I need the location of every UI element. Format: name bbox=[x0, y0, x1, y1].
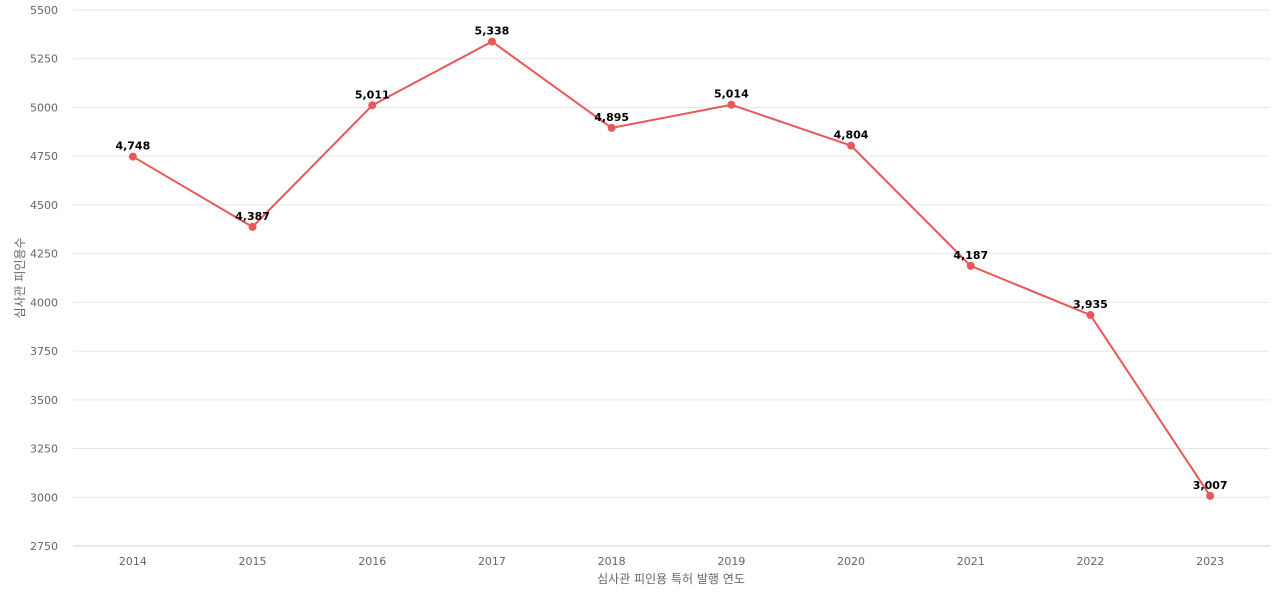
data-point[interactable] bbox=[727, 100, 736, 109]
data-point[interactable] bbox=[128, 152, 137, 161]
x-tick-label: 2016 bbox=[358, 555, 386, 568]
data-point[interactable] bbox=[966, 261, 975, 270]
data-point[interactable] bbox=[248, 222, 257, 231]
data-label: 5,014 bbox=[714, 88, 749, 101]
y-axis-title: 심사관 피인용수 bbox=[13, 237, 27, 318]
x-tick-label: 2023 bbox=[1196, 555, 1224, 568]
y-tick-label: 3500 bbox=[30, 394, 58, 407]
data-point[interactable] bbox=[607, 123, 616, 132]
data-label: 3,935 bbox=[1073, 298, 1108, 311]
x-axis-title: 심사관 피인용 특허 발행 연도 bbox=[597, 571, 745, 586]
y-tick-label: 3250 bbox=[30, 443, 58, 456]
x-tick-label: 2021 bbox=[957, 555, 985, 568]
y-tick-label: 4750 bbox=[30, 150, 58, 163]
series-line bbox=[132, 40, 1211, 497]
data-label: 3,007 bbox=[1193, 479, 1228, 492]
y-tick-label: 4250 bbox=[30, 248, 58, 261]
data-label: 5,338 bbox=[475, 25, 510, 38]
y-axis: 2750 3000 3250 3500 3750 4000 4250 4500 4750 5000… bbox=[30, 4, 58, 553]
data-point[interactable] bbox=[1206, 491, 1215, 500]
x-tick-label: 2015 bbox=[239, 555, 267, 568]
x-tick-label: 2014 bbox=[119, 555, 147, 568]
x-tick-label: 2019 bbox=[717, 555, 745, 568]
x-tick-label: 2018 bbox=[598, 555, 626, 568]
data-label: 4,387 bbox=[235, 210, 270, 223]
data-point[interactable] bbox=[1086, 311, 1095, 320]
x-tick-label: 2020 bbox=[837, 555, 865, 568]
grid bbox=[73, 9, 1270, 547]
x-axis: 2014 2015 2016 2017 2018 2019 2020 2021 2022 2023 bbox=[119, 555, 1224, 568]
data-point[interactable] bbox=[847, 141, 856, 150]
y-tick-label: 5250 bbox=[30, 53, 58, 66]
data-label: 4,895 bbox=[594, 111, 629, 124]
data-label: 4,187 bbox=[953, 249, 988, 262]
y-tick-label: 2750 bbox=[30, 540, 58, 553]
data-point[interactable] bbox=[487, 37, 496, 46]
data-label: 4,748 bbox=[115, 140, 150, 153]
x-tick-label: 2017 bbox=[478, 555, 506, 568]
y-tick-label: 5500 bbox=[30, 4, 58, 17]
x-tick-label: 2022 bbox=[1076, 555, 1104, 568]
y-tick-label: 4000 bbox=[30, 296, 58, 309]
series bbox=[128, 37, 1215, 500]
y-tick-label: 4500 bbox=[30, 199, 58, 212]
data-point[interactable] bbox=[368, 101, 377, 110]
y-tick-label: 3750 bbox=[30, 345, 58, 358]
data-label: 4,804 bbox=[834, 129, 869, 142]
data-labels: 4,748 4,387 5,011 5,338 4,895 5,014 4,804 4,187… bbox=[115, 25, 1227, 492]
data-label: 5,011 bbox=[355, 88, 390, 101]
y-tick-label: 3000 bbox=[30, 491, 58, 504]
y-tick-label: 5000 bbox=[30, 101, 58, 114]
